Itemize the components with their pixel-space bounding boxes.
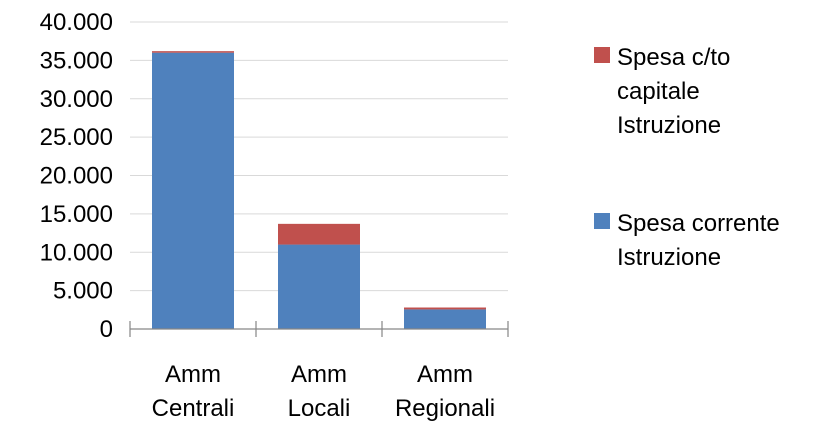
bar-segment xyxy=(404,309,486,329)
legend-label: Spesa corrente xyxy=(617,210,780,237)
bar-segment xyxy=(278,223,360,245)
bar-segment xyxy=(404,307,486,310)
x-category-label: Regionali xyxy=(395,395,495,422)
legend-swatch xyxy=(594,47,610,63)
x-category-label: Amm xyxy=(417,361,473,388)
y-tick-label: 25.000 xyxy=(40,124,113,151)
y-tick-label: 0 xyxy=(100,316,113,343)
bar-segment xyxy=(152,52,234,329)
axes xyxy=(129,321,509,337)
x-category-label: Amm xyxy=(291,361,347,388)
bar-segment xyxy=(152,51,234,53)
y-tick-label: 40.000 xyxy=(40,9,113,36)
y-tick-label: 5.000 xyxy=(53,278,113,305)
y-axis-tick-labels: 0 5.000 10.000 15.000 20.000 25.000 30.000 35.0… xyxy=(40,9,113,343)
legend-label: Istruzione xyxy=(617,112,721,139)
bar-segment xyxy=(278,244,360,329)
legend-label: capitale xyxy=(617,78,700,105)
y-tick-label: 15.000 xyxy=(40,201,113,228)
legend: Spesa c/to capitale Istruzione Spesa corren… xyxy=(594,44,780,271)
y-tick-label: 30.000 xyxy=(40,86,113,113)
legend-label: Spesa c/to xyxy=(617,44,730,71)
bars xyxy=(152,51,486,329)
legend-swatch xyxy=(594,213,610,229)
legend-label: Istruzione xyxy=(617,244,721,271)
x-category-label: Amm xyxy=(165,361,221,388)
y-tick-label: 20.000 xyxy=(40,163,113,190)
y-tick-label: 35.000 xyxy=(40,47,113,74)
y-tick-label: 10.000 xyxy=(40,239,113,266)
x-category-label: Centrali xyxy=(152,395,235,422)
x-axis-category-labels: Amm Centrali Amm Locali Amm Regionali xyxy=(152,361,495,422)
x-category-label: Locali xyxy=(288,395,351,422)
